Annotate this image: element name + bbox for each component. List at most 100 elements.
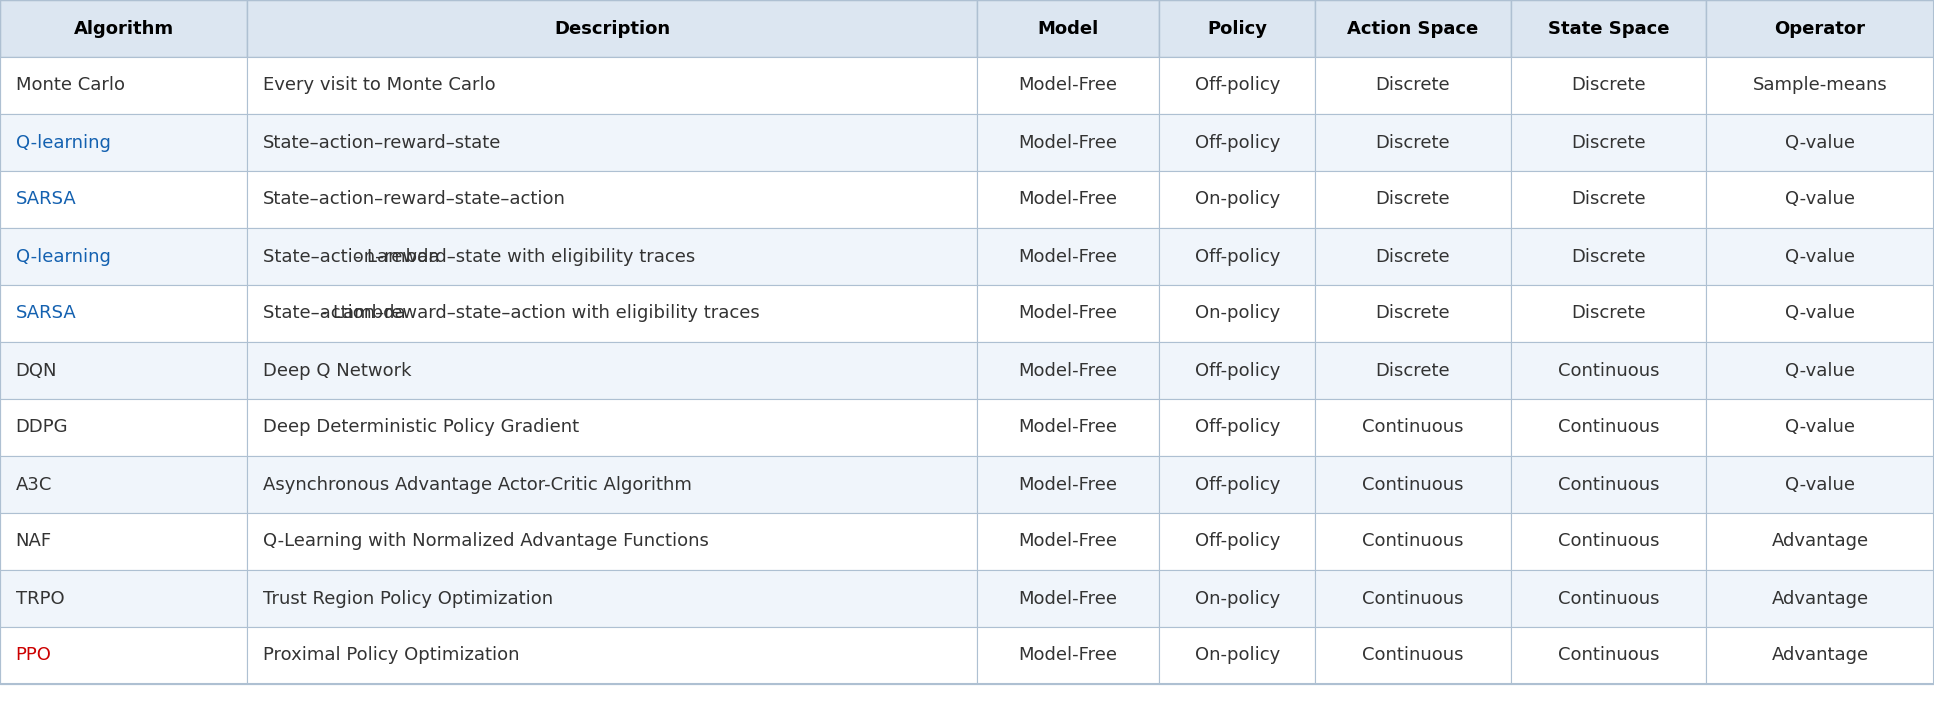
Text: Discrete: Discrete [1570,305,1646,322]
Bar [1706,114,1934,171]
Text: Continuous: Continuous [1557,532,1659,551]
Text: - Lambda: - Lambda [348,247,439,266]
Text: Discrete: Discrete [1375,305,1450,322]
Text: Monte Carlo: Monte Carlo [15,76,124,95]
Bar [0,57,248,114]
Bar [1158,171,1315,228]
Text: SARSA: SARSA [15,190,75,209]
Bar [0,570,248,627]
Text: Continuous: Continuous [1362,590,1464,607]
Text: Trust Region Policy Optimization: Trust Region Policy Optimization [263,590,553,607]
Text: Deep Q Network: Deep Q Network [263,361,412,380]
Bar [977,570,1158,627]
Text: Off-policy: Off-policy [1195,134,1280,151]
Bar [1510,342,1706,399]
Bar [977,513,1158,570]
Text: Deep Deterministic Policy Gradient: Deep Deterministic Policy Gradient [263,419,578,436]
Text: Model-Free: Model-Free [1019,247,1118,266]
Bar [0,228,248,285]
Text: Policy: Policy [1207,20,1267,37]
Bar [1315,171,1510,228]
Text: Continuous: Continuous [1557,419,1659,436]
Text: Off-policy: Off-policy [1195,76,1280,95]
Text: Q-learning: Q-learning [15,247,110,266]
Text: State–action–reward–state–action: State–action–reward–state–action [263,190,567,209]
Bar [1315,114,1510,171]
Bar [1706,285,1934,342]
Text: Advantage: Advantage [1772,646,1868,665]
Text: Operator: Operator [1775,20,1866,37]
Bar [1158,285,1315,342]
Text: Off-policy: Off-policy [1195,361,1280,380]
Bar [1158,114,1315,171]
Text: Advantage: Advantage [1772,590,1868,607]
Text: On-policy: On-policy [1195,305,1280,322]
Text: Proximal Policy Optimization: Proximal Policy Optimization [263,646,520,665]
Bar [1315,399,1510,456]
Text: Q-value: Q-value [1785,247,1855,266]
Text: On-policy: On-policy [1195,190,1280,209]
Bar [1158,57,1315,114]
Bar [977,228,1158,285]
Text: State–action–reward–state with eligibility traces: State–action–reward–state with eligibili… [263,247,696,266]
Text: NAF: NAF [15,532,52,551]
Text: Q-value: Q-value [1785,190,1855,209]
Text: Discrete: Discrete [1375,247,1450,266]
Bar [248,0,977,57]
Bar [1706,570,1934,627]
Bar [977,456,1158,513]
Text: State–action–reward–state–action with eligibility traces: State–action–reward–state–action with el… [263,305,760,322]
Bar [1158,342,1315,399]
Bar [1706,513,1934,570]
Bar [248,513,977,570]
Bar [1706,399,1934,456]
Text: Model-Free: Model-Free [1019,590,1118,607]
Bar [0,399,248,456]
Text: Q-value: Q-value [1785,419,1855,436]
Text: Discrete: Discrete [1570,134,1646,151]
Bar [1510,0,1706,57]
Bar [0,285,248,342]
Text: Continuous: Continuous [1362,532,1464,551]
Text: SARSA: SARSA [15,305,75,322]
Bar [1315,627,1510,684]
Bar [1158,456,1315,513]
Text: Discrete: Discrete [1375,134,1450,151]
Bar [1510,399,1706,456]
Bar [248,570,977,627]
Bar [1315,342,1510,399]
Bar [1510,57,1706,114]
Bar [1315,285,1510,342]
Text: Model-Free: Model-Free [1019,134,1118,151]
Bar [977,399,1158,456]
Bar [248,456,977,513]
Text: Sample-means: Sample-means [1752,76,1888,95]
Bar [977,0,1158,57]
Bar [1315,228,1510,285]
Text: Off-policy: Off-policy [1195,532,1280,551]
Bar [248,171,977,228]
Text: Model-Free: Model-Free [1019,419,1118,436]
Text: Action Space: Action Space [1348,20,1480,37]
Text: Model-Free: Model-Free [1019,532,1118,551]
Bar [0,171,248,228]
Text: Advantage: Advantage [1772,532,1868,551]
Bar [1706,57,1934,114]
Text: Continuous: Continuous [1557,361,1659,380]
Bar [0,456,248,513]
Bar [977,114,1158,171]
Bar [1706,0,1934,57]
Text: Continuous: Continuous [1362,419,1464,436]
Bar [1158,0,1315,57]
Text: State–action–reward–state: State–action–reward–state [263,134,501,151]
Bar [1706,342,1934,399]
Bar [977,171,1158,228]
Bar [1158,228,1315,285]
Text: Model-Free: Model-Free [1019,361,1118,380]
Text: Continuous: Continuous [1557,476,1659,493]
Bar [0,627,248,684]
Text: Discrete: Discrete [1375,190,1450,209]
Text: Model-Free: Model-Free [1019,305,1118,322]
Text: Every visit to Monte Carlo: Every visit to Monte Carlo [263,76,495,95]
Bar [977,57,1158,114]
